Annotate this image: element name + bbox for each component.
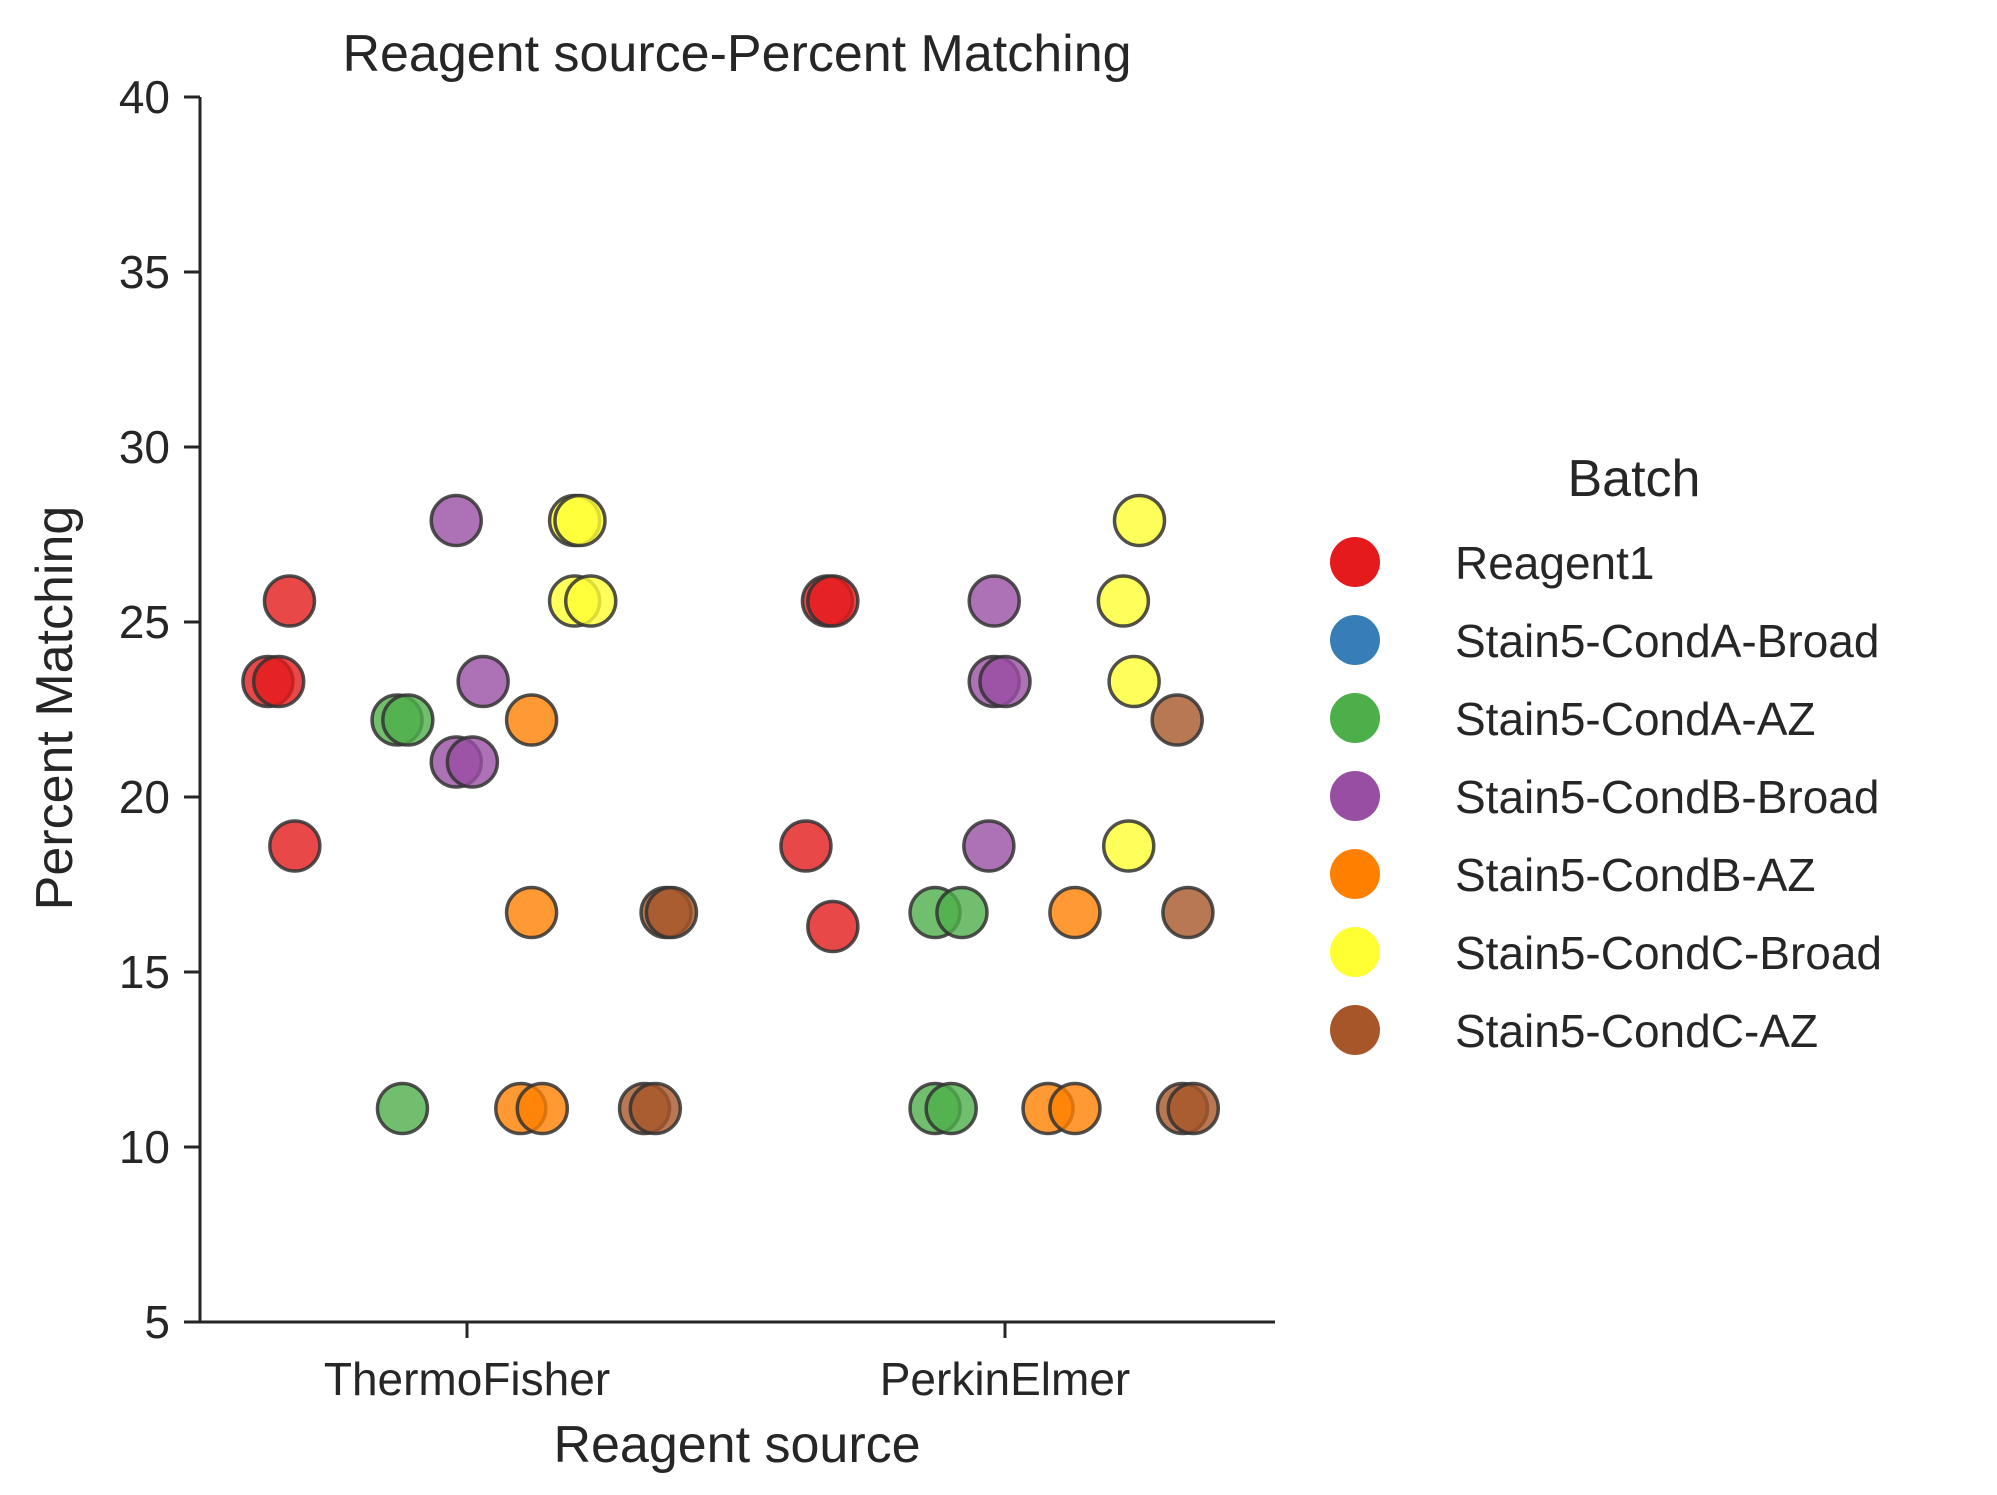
legend-title: Batch <box>1568 450 1701 508</box>
y-tick-label: 40 <box>119 71 170 123</box>
data-point <box>1150 693 1204 747</box>
legend-label: Stain5-CondC-Broad <box>1455 927 1882 979</box>
legend-marker <box>1330 693 1380 743</box>
data-point <box>375 1081 430 1136</box>
legend-label: Stain5-CondB-Broad <box>1455 771 1879 823</box>
data-point <box>251 654 306 709</box>
legend-marker <box>1330 615 1380 665</box>
data-point <box>515 1081 570 1136</box>
y-axis-label: Percent Matching <box>26 506 84 911</box>
data-point <box>924 1081 978 1136</box>
data-point <box>1112 493 1167 548</box>
data-point <box>1166 1081 1221 1136</box>
data-point <box>445 735 500 789</box>
data-point <box>779 819 833 873</box>
legend-label: Reagent1 <box>1455 537 1655 589</box>
data-points <box>241 493 1221 1136</box>
x-axis-label: Reagent source <box>553 1416 920 1474</box>
data-point <box>1161 885 1215 940</box>
data-point <box>268 819 322 873</box>
x-tick-label: ThermoFisher <box>324 1353 610 1405</box>
data-point <box>262 574 317 628</box>
y-tick-label: 20 <box>119 771 170 823</box>
data-point <box>806 574 860 628</box>
data-point <box>628 1081 683 1136</box>
chart-axes: 5 10 15 20 25 30 35 40 ThermoFisher PerkinElmer <box>119 71 1275 1405</box>
data-point <box>644 885 699 940</box>
data-point <box>563 574 618 628</box>
data-point <box>456 654 510 709</box>
y-tick-label: 5 <box>144 1296 170 1348</box>
data-point <box>1048 1081 1102 1136</box>
legend-label: Stain5-CondC-AZ <box>1455 1005 1818 1057</box>
legend-marker <box>1330 537 1380 587</box>
y-tick-label: 15 <box>119 946 170 998</box>
legend-label: Stain5-CondA-AZ <box>1455 693 1816 745</box>
data-point <box>429 493 483 548</box>
data-point <box>806 899 860 954</box>
chart-title: Reagent source-Percent Matching <box>342 25 1131 83</box>
data-point <box>553 493 607 548</box>
data-point <box>1107 654 1161 709</box>
data-point <box>1048 885 1102 940</box>
data-point <box>504 693 559 747</box>
legend-marker <box>1330 1005 1380 1055</box>
legend-label: Stain5-CondB-AZ <box>1455 849 1816 901</box>
y-tick-label: 35 <box>119 246 170 298</box>
data-point <box>1096 574 1151 628</box>
legend-marker <box>1330 849 1380 899</box>
data-point <box>381 693 435 747</box>
data-point <box>962 819 1016 873</box>
data-point <box>978 654 1032 709</box>
data-point <box>504 885 559 940</box>
data-point <box>935 885 989 940</box>
chart-legend: Batch Reagent1 Stain5-CondA-Broad Stain5-Co… <box>1330 450 1882 1057</box>
y-tick-label: 30 <box>119 421 170 473</box>
x-tick-label: PerkinElmer <box>880 1353 1131 1405</box>
data-point <box>1101 819 1156 873</box>
y-tick-label: 25 <box>119 596 170 648</box>
data-point <box>967 574 1021 628</box>
y-tick-label: 10 <box>119 1121 170 1173</box>
legend-label: Stain5-CondA-Broad <box>1455 615 1879 667</box>
legend-marker <box>1330 927 1380 977</box>
legend-marker <box>1330 771 1380 821</box>
